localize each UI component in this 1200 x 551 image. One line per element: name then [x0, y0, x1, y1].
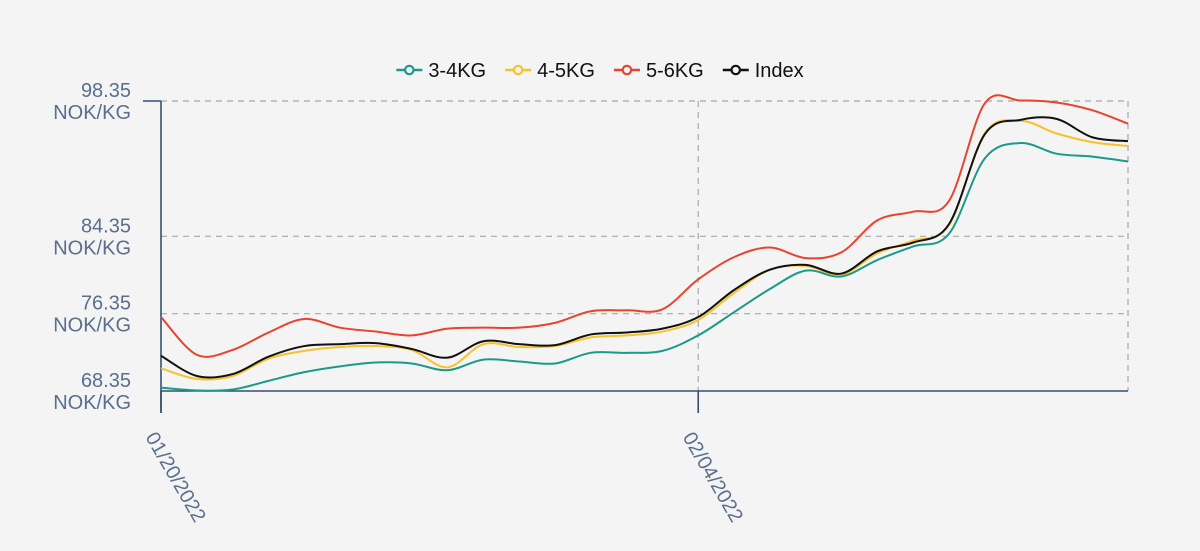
series-line-index [160, 116, 1129, 379]
axes [143, 100, 1128, 413]
series-line-3-4kg [160, 142, 1129, 392]
gridlines [161, 100, 1129, 391]
y-tick-unit-label: NOK/KG [53, 392, 131, 414]
legend-circle-marker [512, 64, 524, 76]
series-line-5-6kg [160, 94, 1129, 358]
legend-label: 5-6KG [646, 60, 704, 82]
y-tick-label: 84.35 [81, 215, 131, 237]
legend: 3-4KG 4-5KG 5-6KG Index [396, 60, 804, 82]
legend-item-4-5kg[interactable]: 4-5KG [505, 60, 595, 82]
legend-item-index[interactable]: Index [722, 60, 804, 82]
y-tick-unit-label: NOK/KG [53, 102, 131, 124]
legend-circle-marker [730, 64, 742, 76]
y-tick-label: 76.35 [81, 293, 131, 315]
legend-label: 3-4KG [428, 60, 486, 82]
legend-item-3-4kg[interactable]: 3-4KG [396, 60, 486, 82]
legend-label: 4-5KG [537, 60, 595, 82]
series-lines [160, 94, 1129, 392]
x-tick-label: 01/20/2022 [141, 429, 210, 527]
y-axis-tick-labels: 68.35NOK/KG76.35NOK/KG84.35NOK/KG98.35NO… [53, 80, 131, 414]
x-axis-tick-labels: 01/20/2022 02/04/2022 [141, 429, 747, 527]
y-tick-unit-label: NOK/KG [53, 315, 131, 337]
x-tick-label: 02/04/2022 [678, 429, 747, 527]
legend-circle-marker [404, 64, 415, 76]
y-tick-unit-label: NOK/KG [53, 237, 131, 259]
y-tick-label: 68.35 [81, 370, 131, 392]
legend-circle-marker [621, 64, 633, 76]
legend-item-5-6kg[interactable]: 5-6KG [613, 60, 704, 82]
series-line-4-5kg [160, 119, 1129, 381]
legend-label: Index [755, 60, 804, 82]
y-tick-label: 98.35 [81, 80, 131, 102]
